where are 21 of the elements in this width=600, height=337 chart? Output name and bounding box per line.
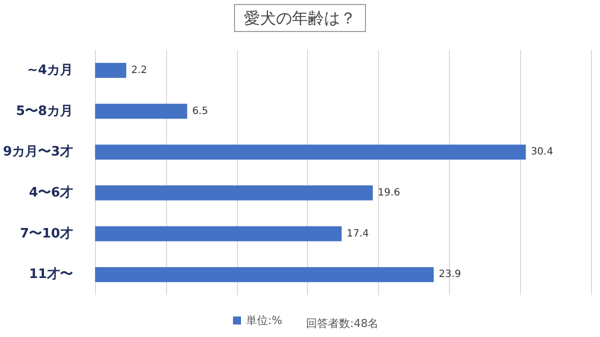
chart-title: 愛犬の年齢は？	[244, 8, 356, 28]
y-tick-label: ~4カ月	[27, 62, 74, 78]
y-tick-label: 9カ月〜3才	[2, 144, 74, 160]
y-tick-label: 5〜8カ月	[16, 104, 74, 119]
bar	[95, 226, 342, 242]
legend-label: 単位:%	[246, 314, 282, 327]
data-label: 19.6	[378, 187, 400, 198]
bar	[95, 267, 434, 282]
text: 回答者数:48名	[306, 317, 379, 330]
y-tick-label: 4〜6才	[28, 185, 74, 200]
data-label: 2.2	[131, 64, 148, 76]
bar	[95, 185, 373, 200]
bar	[95, 144, 526, 160]
data-label: 6.5	[192, 106, 208, 117]
y-tick-label: 11才〜	[28, 267, 74, 282]
bar	[95, 62, 126, 78]
data-label: 17.4	[346, 228, 369, 240]
bar	[95, 104, 188, 119]
data-label: 30.4	[530, 146, 554, 158]
y-tick-label: 7〜10才	[20, 226, 74, 242]
data-label: 23.9	[438, 269, 461, 280]
